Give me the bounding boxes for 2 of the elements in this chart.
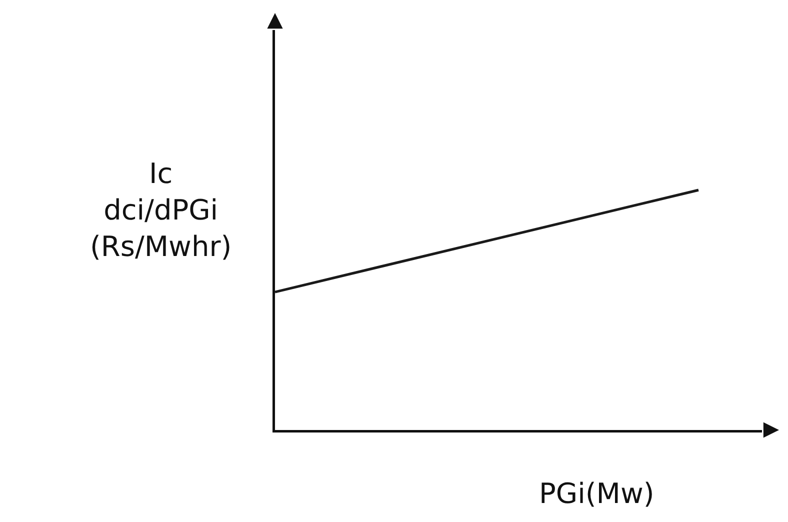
- y-axis-title: Ic dci/dPGi (Rs/Mwhr): [90, 157, 232, 263]
- x-axis-title: PGi(Mw): [539, 477, 654, 510]
